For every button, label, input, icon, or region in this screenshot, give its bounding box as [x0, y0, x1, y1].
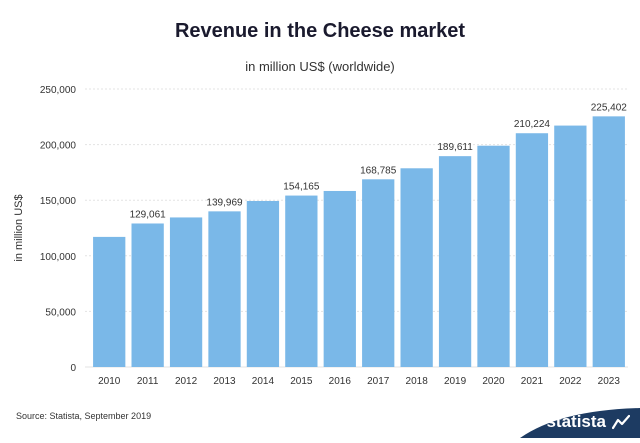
bar [208, 211, 241, 367]
bar [554, 125, 587, 367]
x-tick-label: 2022 [559, 376, 582, 387]
bar [400, 168, 433, 367]
y-tick-label: 50,000 [45, 307, 76, 318]
bar [131, 223, 164, 367]
y-tick-label: 250,000 [40, 85, 77, 96]
bar [169, 217, 203, 367]
x-tick-label: 2013 [213, 376, 236, 387]
data-label: 139,969 [206, 197, 243, 208]
x-tick-label: 2023 [598, 376, 621, 387]
bar [285, 195, 318, 367]
data-label: 210,224 [514, 119, 551, 130]
bar [515, 133, 549, 367]
bar [323, 190, 356, 367]
y-tick-label: 100,000 [40, 252, 77, 263]
brand-name: statista [546, 412, 606, 431]
x-tick-label: 2016 [329, 376, 352, 387]
statista-brand-logo: statista [490, 408, 640, 438]
x-tick-label: 2018 [406, 376, 429, 387]
y-tick-label: 200,000 [40, 141, 77, 152]
x-tick-label: 2011 [137, 376, 159, 387]
chart-title: Revenue in the Cheese market [174, 20, 466, 42]
source-note: Source: Statista, September 2019 [16, 411, 152, 421]
x-tick-label: 2021 [521, 376, 544, 387]
x-tick-label: 2015 [290, 376, 313, 387]
data-label: 154,165 [283, 182, 320, 193]
y-axis-label: in million US$ [13, 194, 25, 261]
x-tick-label: 2010 [98, 376, 121, 387]
bar [592, 116, 625, 368]
x-tick-label: 2019 [444, 376, 467, 387]
bar [438, 156, 472, 367]
x-tick-label: 2020 [482, 376, 505, 387]
x-tick-label: 2017 [367, 376, 390, 387]
bar [93, 236, 126, 367]
bar [246, 200, 280, 367]
data-label: 189,611 [437, 142, 473, 153]
chart-subtitle: in million US$ (worldwide) [245, 59, 395, 74]
data-label: 129,061 [130, 209, 167, 220]
x-tick-label: 2014 [252, 376, 275, 387]
bar [362, 179, 395, 367]
data-label: 168,785 [360, 165, 397, 176]
y-tick-label: 0 [70, 363, 76, 374]
x-tick-label: 2012 [175, 376, 198, 387]
bar [477, 145, 510, 367]
y-tick-label: 150,000 [40, 196, 77, 207]
data-label: 225,402 [591, 102, 628, 113]
statista-logo-icon [612, 414, 630, 430]
